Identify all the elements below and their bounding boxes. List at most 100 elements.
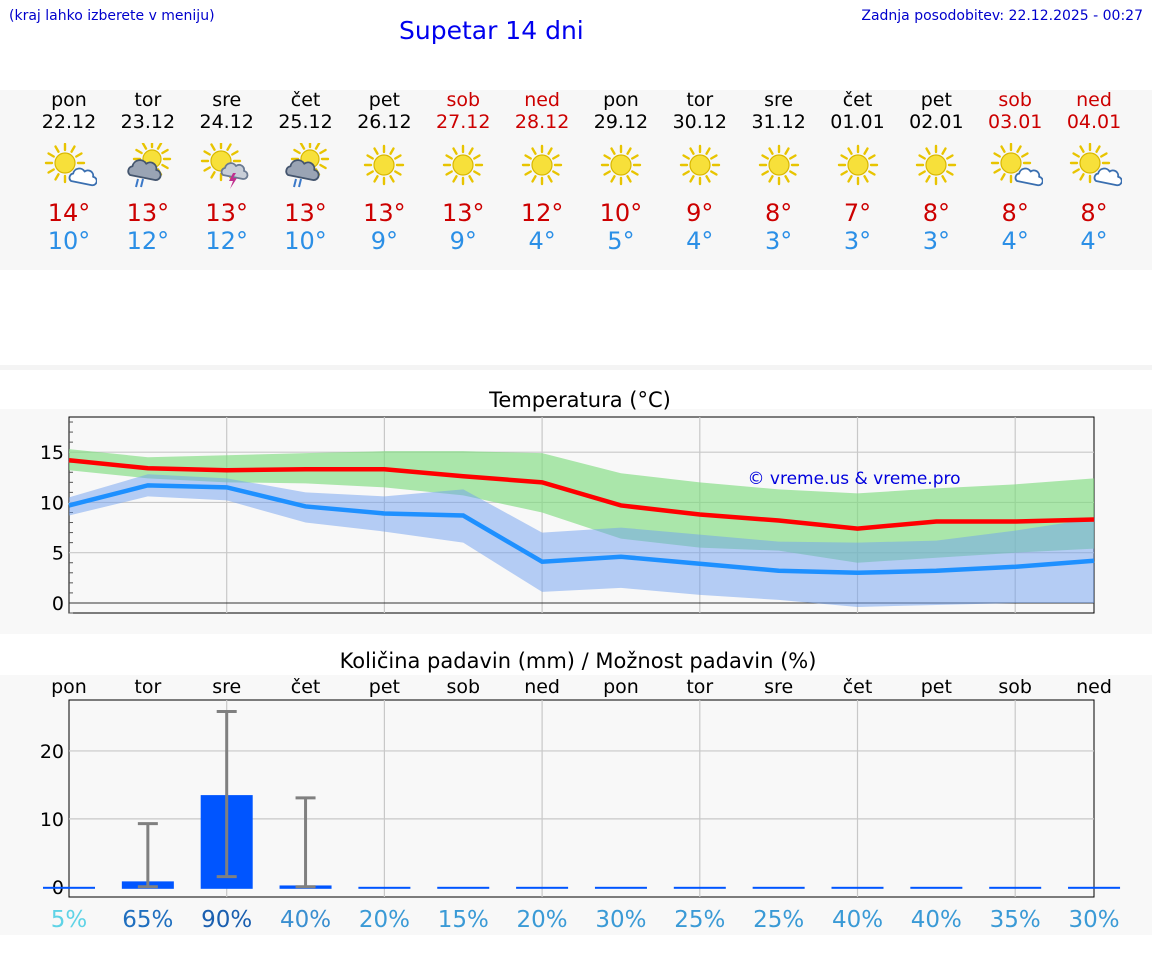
day-date: 02.01 bbox=[909, 111, 964, 133]
day-name: čet bbox=[290, 89, 321, 111]
forecast-day: pet 26.12 13° 9° bbox=[345, 89, 424, 255]
precip-bar bbox=[43, 886, 95, 889]
forecast-strip bbox=[0, 90, 1152, 270]
sun-cloud-icon bbox=[44, 143, 97, 187]
precip-chance-label: 40% bbox=[832, 907, 883, 933]
x-category-label: sob bbox=[998, 676, 1032, 698]
forecast-day: sre 31.12 8° 3° bbox=[739, 89, 818, 255]
precip-chance-label: 30% bbox=[595, 907, 646, 933]
day-name: sre bbox=[212, 89, 242, 111]
temp-min: 4° bbox=[1001, 227, 1029, 255]
sun-icon bbox=[600, 144, 642, 186]
max-temp-band bbox=[69, 449, 1095, 563]
precip-chance-label: 90% bbox=[201, 907, 252, 933]
forecast-day: pet 02.01 8° 3° bbox=[897, 89, 976, 255]
temp-min: 3° bbox=[765, 227, 793, 255]
temp-max: 8° bbox=[922, 199, 950, 227]
temp-min: 10° bbox=[47, 227, 91, 255]
day-date: 25.12 bbox=[278, 111, 333, 133]
day-date: 28.12 bbox=[514, 111, 570, 133]
precip-chance-label: 15% bbox=[438, 907, 489, 933]
x-category-label: ned bbox=[1076, 676, 1112, 698]
error-bar bbox=[137, 822, 158, 889]
precip-chance-label: 35% bbox=[990, 907, 1041, 933]
temp-max: 13° bbox=[284, 199, 327, 227]
x-category-label: čet bbox=[843, 676, 873, 698]
temp-min: 9° bbox=[449, 227, 477, 255]
forecast-day: sre 24.12 13° 12° bbox=[187, 89, 266, 255]
sun-rain-cloud-icon bbox=[284, 143, 329, 188]
sun-shape bbox=[916, 144, 957, 186]
precip-bar bbox=[516, 886, 569, 889]
forecast-day: ned 28.12 12° 4° bbox=[503, 89, 582, 255]
precip-chance-label: 40% bbox=[280, 907, 331, 933]
cloud-shape bbox=[1093, 167, 1123, 187]
precip-chance-label: 25% bbox=[753, 907, 804, 933]
sun-icon bbox=[916, 144, 957, 186]
day-date: 23.12 bbox=[120, 111, 176, 133]
sun-icon bbox=[443, 144, 484, 186]
y-tick-label: 15 bbox=[40, 442, 64, 464]
forecast-day: sob 03.01 8° 4° bbox=[976, 89, 1055, 255]
day-name: pon bbox=[603, 89, 639, 111]
sun-shape bbox=[443, 144, 484, 186]
day-name: sob bbox=[998, 89, 1032, 111]
sun-shape bbox=[990, 143, 1032, 184]
day-date: 04.01 bbox=[1066, 111, 1122, 133]
temp-max: 9° bbox=[686, 199, 714, 227]
day-name: pet bbox=[920, 89, 952, 111]
x-category-label: pet bbox=[921, 676, 952, 698]
precipitation-chart: Količina padavin (mm) / Možnost padavin … bbox=[40, 649, 1121, 933]
temp-min: 4° bbox=[528, 227, 556, 255]
min-temp-line bbox=[68, 483, 1095, 576]
last-updated: Zadnja posodobitev: 22.12.2025 - 00:27 bbox=[861, 8, 1143, 24]
precip-chance-label: 30% bbox=[1068, 907, 1119, 933]
precip-bar bbox=[752, 886, 805, 889]
cloud-shape bbox=[284, 159, 320, 181]
temp-max: 8° bbox=[765, 199, 793, 227]
temp-min: 10° bbox=[284, 227, 327, 255]
error-bar bbox=[216, 710, 237, 879]
sun-shape bbox=[837, 144, 878, 186]
temp-max: 12° bbox=[520, 199, 564, 227]
y-tick-label: 10 bbox=[40, 809, 64, 831]
precip-chance-label: 25% bbox=[674, 907, 725, 933]
sun-cloud-icon bbox=[990, 143, 1044, 187]
sun-cloud-icon bbox=[1069, 143, 1123, 187]
sun-shape bbox=[758, 144, 799, 186]
day-date: 22.12 bbox=[41, 111, 97, 133]
day-date: 30.12 bbox=[672, 111, 727, 133]
sun-thunderstorm-icon bbox=[200, 143, 249, 189]
sun-shape bbox=[521, 144, 563, 186]
x-category-label: tor bbox=[686, 676, 713, 698]
error-bar bbox=[295, 796, 316, 889]
precip-chance-label: 20% bbox=[359, 907, 410, 933]
day-name: sob bbox=[446, 89, 481, 111]
watermark: © vreme.us & vreme.pro bbox=[747, 469, 960, 489]
page-title: Supetar 14 dni bbox=[399, 16, 584, 45]
precip-bar bbox=[831, 886, 884, 889]
x-category-label: pon bbox=[51, 676, 87, 698]
cloud-shape bbox=[1014, 167, 1044, 187]
sun-rain-cloud-icon bbox=[127, 143, 172, 188]
temp-max: 13° bbox=[126, 199, 170, 227]
y-tick-label: 0 bbox=[52, 593, 64, 615]
sun-shape bbox=[364, 144, 405, 186]
x-category-label: pet bbox=[369, 676, 400, 698]
forecast-day: ned 04.01 8° 4° bbox=[1055, 89, 1134, 255]
temp-min: 5° bbox=[607, 227, 635, 255]
forecast-day: čet 25.12 13° 10° bbox=[266, 89, 345, 255]
day-name: pet bbox=[368, 89, 400, 111]
x-category-label: sob bbox=[446, 676, 480, 698]
x-category-label: čet bbox=[291, 676, 321, 698]
precip-bar bbox=[594, 886, 647, 889]
day-name: sre bbox=[764, 89, 794, 111]
day-date: 24.12 bbox=[199, 111, 254, 133]
x-category-label: sre bbox=[764, 676, 793, 698]
sun-icon bbox=[837, 144, 878, 186]
temp-max: 13° bbox=[441, 199, 485, 227]
sun-icon bbox=[364, 144, 405, 186]
sun-shape bbox=[600, 144, 642, 186]
temp-min: 12° bbox=[126, 227, 170, 255]
temp-max: 10° bbox=[599, 199, 643, 227]
